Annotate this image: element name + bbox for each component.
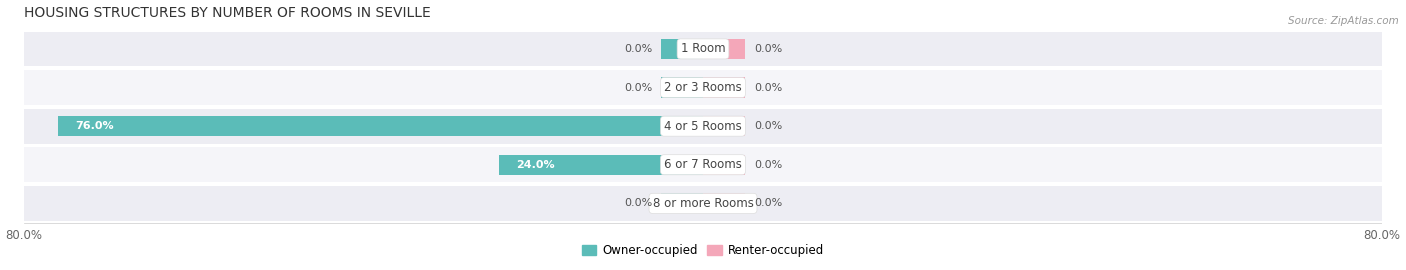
Text: Source: ZipAtlas.com: Source: ZipAtlas.com [1288,16,1399,26]
Text: 0.0%: 0.0% [624,198,652,208]
Bar [703,155,745,175]
Bar [24,70,1382,105]
Bar [58,116,703,136]
Text: 0.0%: 0.0% [754,198,782,208]
Text: HOUSING STRUCTURES BY NUMBER OF ROOMS IN SEVILLE: HOUSING STRUCTURES BY NUMBER OF ROOMS IN… [24,6,430,19]
Bar [24,109,1382,144]
Text: 0.0%: 0.0% [754,44,782,54]
Bar [703,39,745,59]
Text: 1 Room: 1 Room [681,42,725,55]
Bar [703,77,745,97]
Text: 2 or 3 Rooms: 2 or 3 Rooms [664,81,742,94]
Bar [24,147,1382,182]
Text: 76.0%: 76.0% [75,121,114,131]
Bar [661,193,703,213]
Text: 6 or 7 Rooms: 6 or 7 Rooms [664,158,742,171]
Text: 0.0%: 0.0% [754,121,782,131]
Bar [703,193,745,213]
Bar [499,155,703,175]
Text: 0.0%: 0.0% [624,44,652,54]
Bar [703,116,745,136]
Bar [661,77,703,97]
Bar [24,32,1382,66]
Bar [661,39,703,59]
Bar [24,186,1382,221]
Text: 8 or more Rooms: 8 or more Rooms [652,197,754,210]
Text: 0.0%: 0.0% [624,83,652,93]
Text: 4 or 5 Rooms: 4 or 5 Rooms [664,120,742,133]
Text: 0.0%: 0.0% [754,160,782,170]
Text: 0.0%: 0.0% [754,83,782,93]
Text: 24.0%: 24.0% [516,160,555,170]
Legend: Owner-occupied, Renter-occupied: Owner-occupied, Renter-occupied [578,239,828,262]
